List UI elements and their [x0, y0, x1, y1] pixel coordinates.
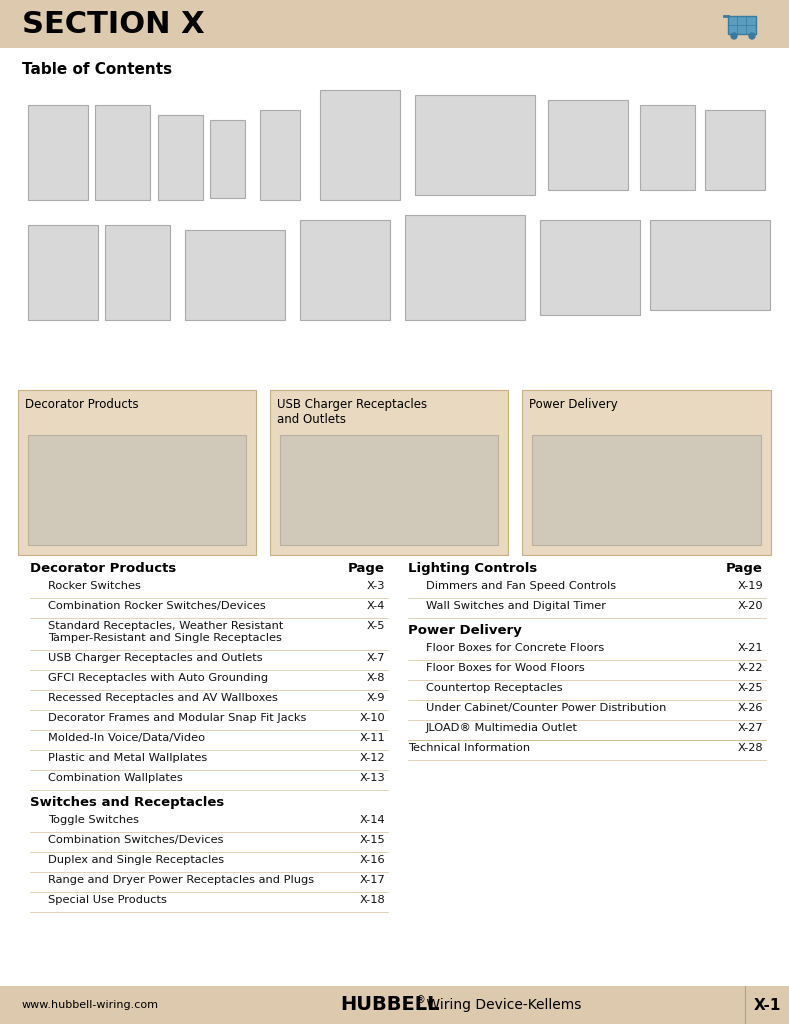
Text: Combination Rocker Switches/Devices: Combination Rocker Switches/Devices	[48, 601, 266, 611]
Text: X-10: X-10	[359, 713, 385, 723]
Bar	[158, 115, 203, 200]
Bar	[540, 220, 640, 315]
Bar	[405, 215, 525, 319]
Text: X-3: X-3	[367, 581, 385, 591]
Text: X-15: X-15	[359, 835, 385, 845]
Bar	[728, 16, 756, 34]
Text: X-11: X-11	[359, 733, 385, 743]
Text: X-13: X-13	[359, 773, 385, 783]
Bar	[95, 105, 150, 200]
Text: JLOAD® Multimedia Outlet: JLOAD® Multimedia Outlet	[426, 723, 578, 733]
Text: Page: Page	[348, 562, 385, 575]
Text: Wiring Device-Kellems: Wiring Device-Kellems	[422, 998, 581, 1012]
Bar	[210, 120, 245, 198]
Bar	[28, 225, 98, 319]
Text: www.hubbell-wiring.com: www.hubbell-wiring.com	[22, 1000, 159, 1010]
Text: Lighting Controls: Lighting Controls	[408, 562, 537, 575]
Text: Wall Switches and Digital Timer: Wall Switches and Digital Timer	[426, 601, 606, 611]
Bar	[0, 986, 789, 1024]
Text: X-16: X-16	[359, 855, 385, 865]
Bar	[105, 225, 170, 319]
Text: X-17: X-17	[359, 874, 385, 885]
Text: Power Delivery: Power Delivery	[408, 624, 522, 637]
Text: Power Delivery: Power Delivery	[529, 398, 618, 411]
Bar	[705, 110, 765, 190]
Text: Table of Contents: Table of Contents	[22, 62, 172, 77]
Text: X-19: X-19	[737, 581, 763, 591]
Text: Decorator Frames and Modular Snap Fit Jacks: Decorator Frames and Modular Snap Fit Ja…	[48, 713, 306, 723]
Text: Rocker Switches: Rocker Switches	[48, 581, 141, 591]
Bar	[415, 95, 535, 195]
Text: Duplex and Single Receptacles: Duplex and Single Receptacles	[48, 855, 224, 865]
Text: X-26: X-26	[738, 703, 763, 713]
Text: Recessed Receptacles and AV Wallboxes: Recessed Receptacles and AV Wallboxes	[48, 693, 278, 703]
Circle shape	[731, 33, 737, 39]
Text: Switches and Receptacles: Switches and Receptacles	[30, 796, 224, 809]
Bar	[280, 435, 498, 545]
Bar	[28, 105, 88, 200]
Text: Decorator Products: Decorator Products	[25, 398, 139, 411]
Text: X-5: X-5	[367, 621, 385, 631]
Bar	[640, 105, 695, 190]
Text: X-14: X-14	[359, 815, 385, 825]
Text: X-21: X-21	[738, 643, 763, 653]
Circle shape	[749, 33, 755, 39]
Text: X-12: X-12	[359, 753, 385, 763]
Text: Combination Switches/Devices: Combination Switches/Devices	[48, 835, 223, 845]
Text: X-22: X-22	[738, 663, 763, 673]
Text: Page: Page	[726, 562, 763, 575]
Text: Molded-In Voice/Data/Video: Molded-In Voice/Data/Video	[48, 733, 205, 743]
Text: Special Use Products: Special Use Products	[48, 895, 167, 905]
Bar	[260, 110, 300, 200]
Bar	[270, 390, 508, 555]
Text: X-8: X-8	[367, 673, 385, 683]
Text: ®: ®	[416, 995, 426, 1005]
Text: Plastic and Metal Wallplates: Plastic and Metal Wallplates	[48, 753, 208, 763]
Bar	[0, 0, 789, 48]
Text: Toggle Switches: Toggle Switches	[48, 815, 139, 825]
Bar	[185, 230, 285, 319]
Text: X-18: X-18	[359, 895, 385, 905]
Text: X-4: X-4	[367, 601, 385, 611]
Bar	[28, 435, 246, 545]
Text: X-9: X-9	[367, 693, 385, 703]
Bar	[18, 390, 256, 555]
Text: USB Charger Receptacles
and Outlets: USB Charger Receptacles and Outlets	[277, 398, 427, 426]
Text: Range and Dryer Power Receptacles and Plugs: Range and Dryer Power Receptacles and Pl…	[48, 874, 314, 885]
Text: Floor Boxes for Wood Floors: Floor Boxes for Wood Floors	[426, 663, 585, 673]
Bar	[320, 90, 400, 200]
Text: Decorator Products: Decorator Products	[30, 562, 176, 575]
Text: X-1: X-1	[753, 997, 780, 1013]
Text: X-25: X-25	[738, 683, 763, 693]
Text: GFCI Receptacles with Auto Grounding: GFCI Receptacles with Auto Grounding	[48, 673, 268, 683]
Text: X-27: X-27	[738, 723, 763, 733]
Text: SECTION X: SECTION X	[22, 10, 204, 40]
Bar	[548, 100, 628, 190]
Text: Floor Boxes for Concrete Floors: Floor Boxes for Concrete Floors	[426, 643, 604, 653]
Text: Technical Information: Technical Information	[408, 743, 530, 753]
Text: USB Charger Receptacles and Outlets: USB Charger Receptacles and Outlets	[48, 653, 263, 663]
Text: Standard Receptacles, Weather Resistant
Tamper-Resistant and Single Receptacles: Standard Receptacles, Weather Resistant …	[48, 621, 283, 643]
Text: Dimmers and Fan Speed Controls: Dimmers and Fan Speed Controls	[426, 581, 616, 591]
Text: Under Cabinet/Counter Power Distribution: Under Cabinet/Counter Power Distribution	[426, 703, 667, 713]
Bar	[18, 88, 771, 390]
Text: X-7: X-7	[367, 653, 385, 663]
Bar	[745, 986, 789, 1024]
Bar	[532, 435, 761, 545]
Text: Combination Wallplates: Combination Wallplates	[48, 773, 183, 783]
Text: Countertop Receptacles: Countertop Receptacles	[426, 683, 563, 693]
Bar	[650, 220, 770, 310]
Text: HUBBELL: HUBBELL	[340, 995, 439, 1015]
Text: X-20: X-20	[738, 601, 763, 611]
Text: X-28: X-28	[738, 743, 763, 753]
Bar	[522, 390, 771, 555]
Bar	[300, 220, 390, 319]
